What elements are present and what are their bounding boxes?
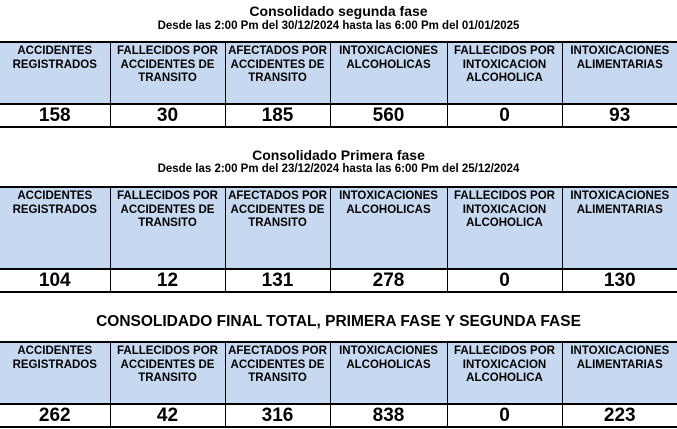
column-header: FALLECIDOS POR INTOXICACION ALCOHOLICA (446, 342, 563, 404)
value-cell: 278 (329, 268, 448, 293)
value-cell: 838 (329, 403, 448, 428)
column-header: FALLECIDOS POR INTOXICACION ALCOHOLICA (446, 42, 563, 104)
column-header: ACCIDENTES REGISTRADOS (0, 187, 111, 269)
column-header: INTOXICACIONES ALIMENTARIAS (561, 42, 677, 104)
section-3-table: ACCIDENTES REGISTRADOS FALLECIDOS POR ACC… (0, 341, 677, 428)
column-header: INTOXICACIONES ALCOHOLICAS (329, 187, 448, 269)
value-cell: 130 (561, 268, 677, 293)
value-cell: 316 (224, 403, 331, 428)
column-header: FALLECIDOS POR INTOXICACION ALCOHOLICA (446, 187, 563, 269)
section-2-title: Consolidado Primera fase (252, 147, 425, 163)
column-header: INTOXICACIONES ALIMENTARIAS (561, 342, 677, 404)
column-header: FALLECIDOS POR ACCIDENTES DE TRANSITO (109, 42, 226, 104)
column-header: FALLECIDOS POR ACCIDENTES DE TRANSITO (109, 187, 226, 269)
section-1-subtitle: Desde las 2:00 Pm del 30/12/2024 hasta l… (157, 20, 520, 32)
value-cell: 42 (109, 403, 226, 428)
value-cell: 262 (0, 403, 111, 428)
value-cell: 158 (0, 103, 111, 128)
column-header: ACCIDENTES REGISTRADOS (0, 42, 111, 104)
column-header: FALLECIDOS POR ACCIDENTES DE TRANSITO (109, 342, 226, 404)
value-cell: 560 (329, 103, 448, 128)
value-cell: 93 (561, 103, 677, 128)
column-header: AFECTADOS POR ACCIDENTES DE TRANSITO (224, 342, 331, 404)
column-header: INTOXICACIONES ALCOHOLICAS (329, 42, 448, 104)
value-cell: 131 (224, 268, 331, 293)
value-row: 262 42 316 838 0 223 (0, 403, 677, 428)
header-row: ACCIDENTES REGISTRADOS FALLECIDOS POR ACC… (0, 42, 677, 104)
value-cell: 30 (109, 103, 226, 128)
column-header: AFECTADOS POR ACCIDENTES DE TRANSITO (224, 42, 331, 104)
value-cell: 12 (109, 268, 226, 293)
header-row: ACCIDENTES REGISTRADOS FALLECIDOS POR ACC… (0, 342, 677, 404)
value-row: 104 12 131 278 0 130 (0, 268, 677, 293)
section-3-title: CONSOLIDADO FINAL TOTAL, PRIMERA FASE Y … (96, 313, 581, 330)
value-cell: 0 (446, 403, 563, 428)
value-cell: 223 (561, 403, 677, 428)
section-1-title: Consolidado segunda fase (249, 3, 428, 19)
value-row: 158 30 185 560 0 93 (0, 103, 677, 128)
section-2-subtitle: Desde las 2:00 Pm del 23/12/2024 hasta l… (157, 163, 520, 175)
value-cell: 104 (0, 268, 111, 293)
value-cell: 185 (224, 103, 331, 128)
section-1-table: ACCIDENTES REGISTRADOS FALLECIDOS POR ACC… (0, 41, 677, 128)
header-row: ACCIDENTES REGISTRADOS FALLECIDOS POR ACC… (0, 187, 677, 269)
column-header: INTOXICACIONES ALIMENTARIAS (561, 187, 677, 269)
column-header: INTOXICACIONES ALCOHOLICAS (329, 342, 448, 404)
column-header: ACCIDENTES REGISTRADOS (0, 342, 111, 404)
column-header: AFECTADOS POR ACCIDENTES DE TRANSITO (224, 187, 331, 269)
value-cell: 0 (446, 268, 563, 293)
value-cell: 0 (446, 103, 563, 128)
section-2-table: ACCIDENTES REGISTRADOS FALLECIDOS POR ACC… (0, 186, 677, 293)
